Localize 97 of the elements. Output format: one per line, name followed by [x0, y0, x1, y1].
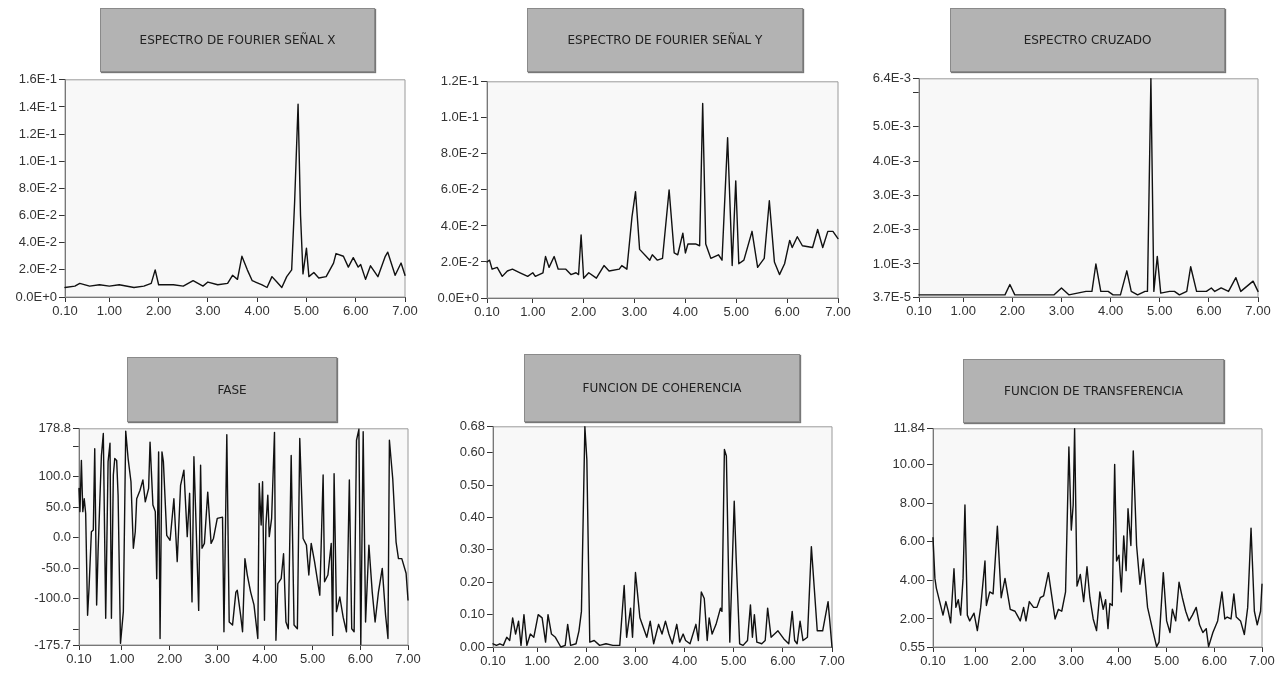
y-tick-label: 5.0E-3	[872, 118, 911, 134]
y-tick-label: 6.4E-3	[872, 70, 911, 86]
x-tick-label: 4.00	[1097, 303, 1124, 319]
y-tick-label: 4.00	[899, 571, 925, 587]
chart-title: ESPECTRO CRUZADO	[950, 8, 1225, 72]
x-tick-label: 3.00	[621, 304, 648, 320]
y-tick-label: 1.0E-1	[440, 109, 479, 125]
x-tick-label: 1.00	[109, 651, 135, 667]
x-tick-label: 2.00	[156, 651, 183, 667]
y-tick-label: 1.6E-1	[18, 71, 57, 87]
y-tick-label: 2.00	[899, 610, 925, 626]
y-tick-label: 8.0E-2	[440, 145, 479, 161]
x-tick-label: 5.00	[1153, 653, 1180, 669]
y-tick-label: 1.0E-1	[18, 152, 57, 168]
y-tick-label: 0.10	[459, 606, 485, 622]
y-tick-label: 3.0E-3	[872, 186, 911, 202]
x-tick-label: 3.00	[204, 651, 230, 667]
x-tick-label: 3.00	[1048, 303, 1075, 319]
x-tick-label: 2.00	[145, 303, 172, 319]
x-tick-label: 4.00	[671, 653, 698, 669]
y-tick-label: -100.0	[34, 590, 71, 606]
y-tick-label: 4.0E-3	[872, 152, 911, 168]
y-tick-label: 11.84	[893, 420, 925, 436]
y-tick-label: 4.0E-2	[18, 234, 57, 250]
chart-title: ESPECTRO DE FOURIER SEÑAL Y	[527, 8, 803, 72]
x-tick-label: 1.00	[524, 653, 550, 669]
x-tick-label: 0.10	[480, 653, 506, 669]
y-tick-label: 6.00	[899, 533, 925, 549]
x-tick-label: 4.00	[244, 303, 270, 319]
y-tick-label: 1.0E-3	[872, 255, 911, 271]
y-tick-label: 8.00	[899, 494, 925, 510]
y-tick-label: 0.00	[459, 638, 485, 654]
chart-title: FUNCION DE COHERENCIA	[524, 354, 800, 422]
y-tick-label: 100.0	[38, 468, 71, 484]
x-tick-label: 4.00	[252, 651, 278, 667]
x-tick-label: 1.00	[950, 303, 976, 319]
y-tick-label: 2.0E-2	[18, 261, 57, 277]
x-tick-label: 1.00	[520, 304, 546, 320]
y-tick-label: 1.2E-1	[18, 125, 57, 141]
x-tick-label: 7.00	[819, 653, 845, 669]
x-tick-label: 5.00	[293, 303, 320, 319]
x-tick-label: 2.00	[999, 303, 1025, 319]
x-tick-label: 3.00	[622, 653, 649, 669]
x-tick-label: 3.00	[195, 303, 221, 319]
x-tick-label: 0.10	[66, 651, 92, 667]
y-tick-label: 6.0E-2	[440, 181, 479, 197]
y-tick-label: 1.2E-1	[440, 73, 479, 89]
x-tick-label: 7.00	[825, 304, 851, 320]
y-tick-label: 0.0	[52, 529, 71, 545]
y-tick-label: 6.0E-2	[18, 207, 57, 223]
y-tick-label: 0.68	[459, 418, 485, 434]
y-tick-label: 0.50	[459, 476, 485, 492]
y-tick-label: 3.7E-5	[872, 288, 911, 304]
chart-title: FUNCION DE TRANSFERENCIA	[963, 359, 1224, 423]
x-tick-label: 2.00	[573, 653, 599, 669]
x-tick-label: 1.00	[96, 303, 122, 319]
y-tick-label: 2.0E-3	[872, 221, 911, 237]
x-tick-label: 5.00	[723, 304, 749, 320]
x-tick-label: 6.00	[774, 304, 800, 320]
x-tick-label: 2.00	[571, 304, 597, 320]
y-tick-label: 178.8	[38, 420, 71, 436]
x-tick-label: 5.00	[1147, 303, 1173, 319]
x-tick-label: 6.00	[1201, 653, 1227, 669]
x-tick-label: 1.00	[963, 653, 989, 669]
x-tick-label: 0.10	[474, 304, 500, 320]
x-tick-label: 7.00	[392, 303, 418, 319]
y-tick-label: 4.0E-2	[440, 217, 479, 233]
x-tick-label: 0.10	[920, 653, 946, 669]
x-tick-label: 5.00	[721, 653, 747, 669]
x-tick-label: 7.00	[395, 651, 421, 667]
y-tick-label: 0.0E+0	[15, 288, 57, 304]
y-tick-label: -175.7	[34, 636, 71, 652]
x-tick-label: 3.00	[1058, 653, 1084, 669]
y-tick-label: 8.0E-2	[18, 179, 57, 195]
y-tick-label: -50.0	[41, 559, 71, 575]
chart-title: ESPECTRO DE FOURIER SEÑAL X	[100, 8, 375, 72]
x-tick-label: 6.00	[1196, 303, 1222, 319]
x-tick-label: 7.00	[1249, 653, 1275, 669]
x-tick-label: 5.00	[299, 651, 326, 667]
chart-title: FASE	[127, 357, 337, 422]
y-tick-label: 0.20	[459, 573, 485, 589]
x-tick-label: 2.00	[1010, 653, 1037, 669]
y-tick-label: 50.0	[45, 498, 71, 514]
y-tick-label: 2.0E-2	[440, 253, 479, 269]
y-tick-label: 0.60	[459, 444, 485, 460]
y-tick-label: 0.40	[459, 509, 485, 525]
x-tick-label: 4.00	[672, 304, 699, 320]
x-tick-label: 4.00	[1106, 653, 1132, 669]
x-tick-label: 6.00	[770, 653, 796, 669]
x-tick-label: 6.00	[347, 651, 373, 667]
y-tick-label: 0.0E+0	[437, 289, 479, 305]
y-tick-label: 0.30	[459, 541, 485, 557]
y-tick-label: 1.4E-1	[18, 98, 57, 114]
y-tick-label: 10.00	[892, 455, 925, 471]
x-tick-label: 7.00	[1245, 303, 1271, 319]
x-tick-label: 6.00	[343, 303, 369, 319]
y-tick-label: 0.55	[899, 638, 925, 654]
